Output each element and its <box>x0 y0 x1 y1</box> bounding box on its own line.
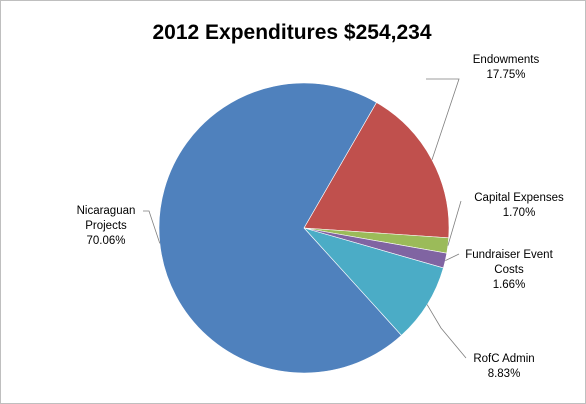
leader-line-rofc-admin <box>426 304 467 359</box>
data-label-nicaraguan-projects: Nicaraguan Projects 70.06% <box>77 205 136 247</box>
data-label-rofc-admin: RofC Admin 8.83% <box>473 353 534 380</box>
pie-slice-rofc-admin <box>303 227 444 336</box>
labels-layer: Endowments 17.75% Capital Expenses 1.70% Fun… <box>77 54 564 380</box>
leader-line-fundraiser-event-costs <box>445 253 460 261</box>
chart-title: 2012 Expenditures $254,234 <box>152 21 431 44</box>
pie-slice-endowments <box>303 102 450 239</box>
leader-line-endowments <box>426 78 460 160</box>
leader-line-nicaraguan-projects <box>143 210 161 244</box>
leader-line-capital-expenses <box>447 200 462 246</box>
data-label-fundraiser-event-costs: Fundraiser Event Costs 1.66% <box>465 249 553 291</box>
slices-layer <box>158 82 450 374</box>
data-label-endowments: Endowments 17.75% <box>473 54 540 81</box>
pie-slice-nicaraguan-projects <box>158 82 402 374</box>
data-label-capital-expenses: Capital Expenses 1.70% <box>474 192 564 219</box>
leader-lines-layer <box>143 78 467 359</box>
